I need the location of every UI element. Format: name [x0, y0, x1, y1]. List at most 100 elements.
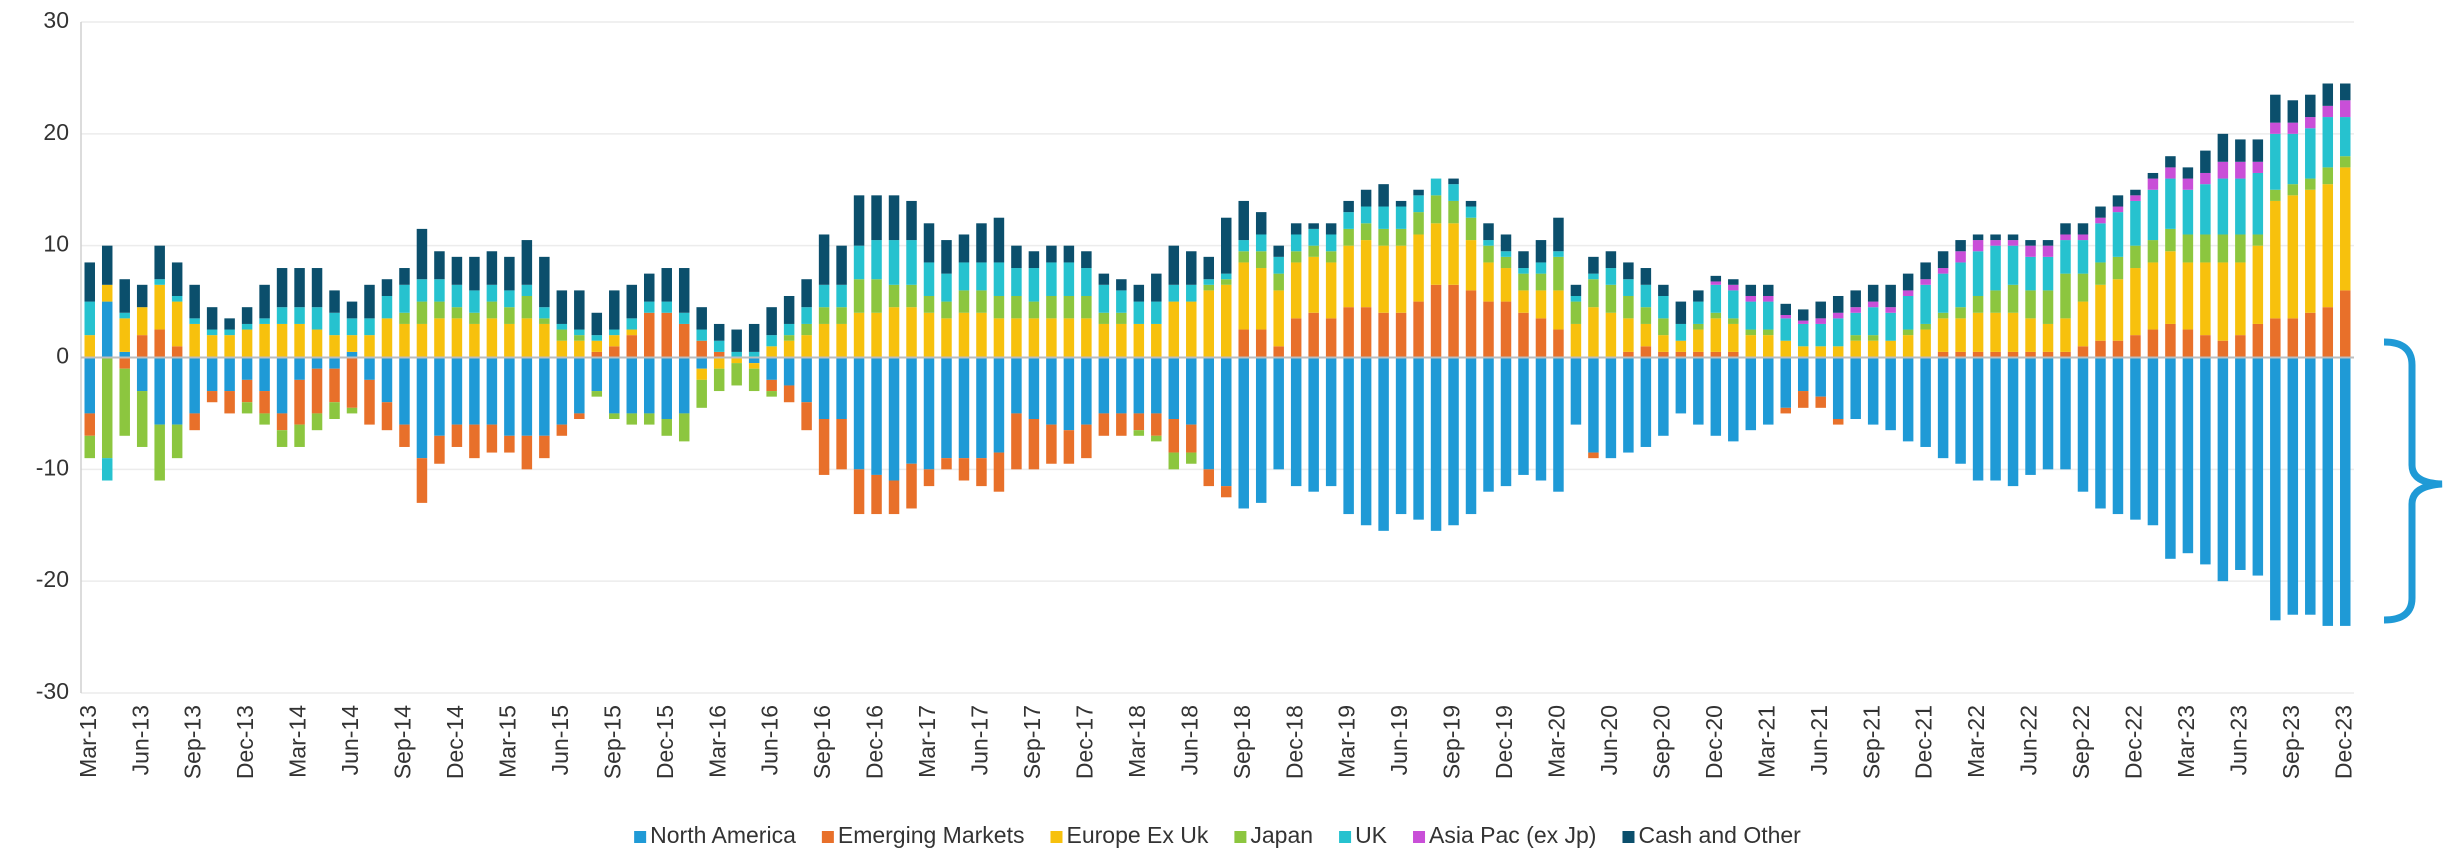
bar-segment — [2305, 117, 2316, 129]
bar-segment — [1500, 301, 1512, 358]
bar-segment — [539, 323, 550, 358]
bar-segment — [329, 368, 340, 403]
bar-segment — [1028, 301, 1040, 319]
bar-segment — [2025, 256, 2036, 291]
bar-segment — [171, 357, 183, 425]
bar-segment — [241, 307, 253, 324]
bar-segment — [713, 368, 725, 392]
bar-segment — [1885, 357, 1896, 431]
bar-segment — [1116, 413, 1127, 436]
bar-segment — [2147, 172, 2159, 179]
bar-segment — [486, 284, 498, 302]
bar-segment — [539, 256, 550, 308]
bar-segment — [1780, 303, 1791, 316]
bar-segment — [2147, 189, 2159, 241]
bar-segment — [1343, 212, 1354, 229]
bar-segment — [748, 363, 760, 369]
bar-segment — [1465, 357, 1477, 515]
bar-segment — [1570, 295, 1582, 302]
bar-segment — [329, 357, 340, 369]
bar-segment — [1255, 329, 1267, 358]
bar-segment — [1955, 318, 1966, 352]
bar-segment — [1500, 251, 1512, 257]
bar-segment — [1255, 357, 1267, 503]
bar-segment — [1046, 318, 1057, 358]
bar-segment — [923, 469, 935, 487]
bar-segment — [1605, 357, 1617, 459]
bar-segment — [1063, 357, 1075, 431]
bar-segment — [941, 301, 952, 319]
bar-segment — [84, 357, 95, 414]
bar-segment — [1430, 357, 1442, 531]
bar-segment — [2217, 133, 2229, 162]
bar-segment — [1465, 200, 1477, 207]
legend-swatch — [1339, 831, 1352, 843]
x-tick-label: Sep-14 — [390, 705, 416, 779]
bar-segment — [1710, 281, 1722, 285]
x-tick-label: Jun-18 — [1176, 705, 1202, 775]
bar-segment — [574, 357, 585, 414]
bar-segment — [766, 379, 777, 392]
bar-segment — [556, 357, 568, 425]
bar-segment — [1116, 290, 1127, 313]
bar-segment — [1570, 323, 1582, 358]
bar-segment — [1098, 273, 1110, 285]
legend-swatch — [1413, 831, 1426, 843]
bar-segment — [1535, 318, 1547, 358]
bar-segment — [1710, 275, 1722, 282]
bar-segment — [171, 295, 183, 302]
bar-segment — [1640, 346, 1652, 358]
bar-segment — [2060, 318, 2071, 352]
bar-segment — [399, 268, 410, 285]
bar-segment — [434, 301, 445, 319]
bar-segment — [1553, 290, 1564, 330]
bar-segment — [1728, 357, 1739, 442]
bar-segment — [1483, 240, 1494, 246]
bar-segment — [1220, 284, 1232, 358]
bar-segment — [1343, 307, 1354, 358]
bar-segment — [1990, 357, 2001, 481]
bar-segment — [818, 419, 830, 475]
x-tick-label: Jun-23 — [2225, 705, 2251, 775]
bar-segment — [346, 301, 358, 319]
bar-segment — [2340, 100, 2351, 118]
bar-segment — [1797, 309, 1809, 321]
bar-segment — [556, 323, 568, 330]
bar-segment — [1220, 486, 1232, 498]
bar-segment — [1990, 234, 2001, 241]
bar-segment — [84, 301, 95, 336]
bar-segment — [2095, 217, 2106, 224]
bar-segment — [1046, 424, 1057, 464]
bar-segment — [2095, 223, 2106, 263]
bar-segment — [1116, 357, 1127, 414]
bar-segment — [976, 458, 987, 487]
bar-segment — [1867, 301, 1879, 308]
bar-segment — [556, 424, 568, 436]
x-tick-label: Dec-18 — [1281, 705, 1307, 779]
bar-segment — [1290, 318, 1302, 358]
bar-segment — [224, 391, 235, 414]
bar-segment — [1832, 419, 1844, 425]
bar-segment — [1902, 295, 1914, 330]
bar-segment — [2305, 312, 2316, 358]
bar-segment — [119, 368, 130, 436]
bar-segment — [1465, 290, 1477, 358]
x-tick-label: Sep-18 — [1229, 705, 1255, 779]
bar-segment — [1518, 273, 1529, 291]
bar-segment — [2165, 228, 2176, 252]
bar-segment — [1763, 284, 1774, 296]
bar-segment — [206, 307, 218, 330]
x-tick-label: Sep-23 — [2278, 705, 2304, 779]
bar-segment — [2200, 262, 2211, 336]
x-tick-label: Dec-19 — [1491, 705, 1517, 779]
bar-segment — [2077, 301, 2089, 347]
legend-swatch — [1050, 831, 1063, 843]
bar-segment — [574, 340, 585, 358]
bar-segment — [853, 312, 865, 358]
bar-segment — [1972, 234, 1984, 241]
bar-segment — [1413, 301, 1424, 358]
bar-segment — [469, 312, 480, 324]
bar-segment — [2287, 184, 2299, 196]
bar-segment — [609, 357, 620, 414]
bar-segment — [836, 245, 847, 285]
